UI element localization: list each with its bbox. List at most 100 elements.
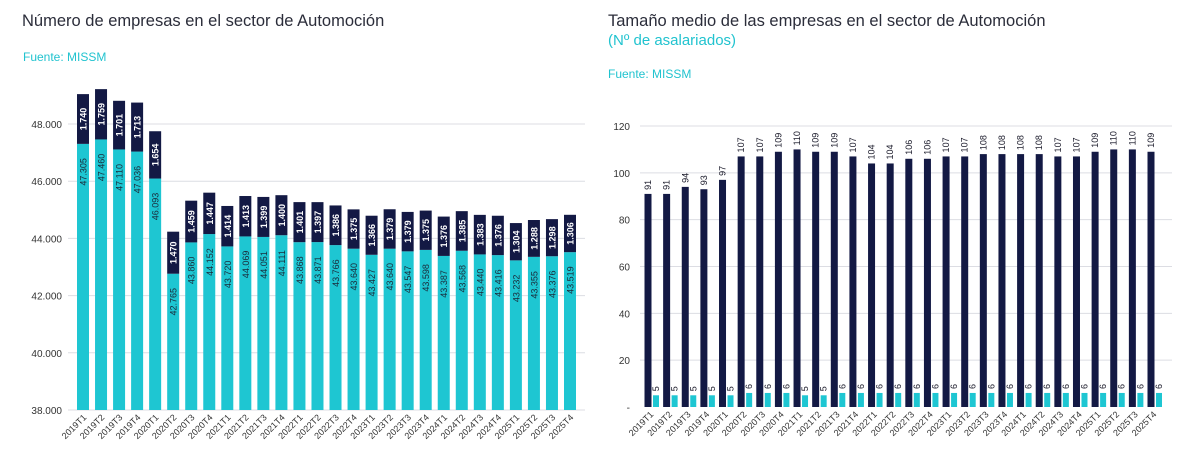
- bar-series-1: [756, 156, 764, 407]
- data-label-base: 43.376: [547, 270, 557, 298]
- bar-base: [545, 256, 558, 410]
- bar-series-2: [988, 392, 995, 407]
- y-tick-label: 40: [619, 309, 631, 320]
- data-label-base: 43.640: [385, 263, 395, 291]
- data-label-series-1: 107: [1053, 137, 1063, 152]
- data-label-top: 1.397: [313, 211, 323, 234]
- bar-top: [491, 215, 504, 256]
- bar-base: [149, 178, 162, 410]
- bar-base: [167, 273, 180, 410]
- data-label-base: 43.640: [349, 263, 359, 291]
- data-label-top: 1.366: [367, 224, 377, 247]
- data-label-series-2: 6: [968, 384, 978, 389]
- data-label-series-2: 6: [912, 384, 922, 389]
- data-label-top: 1.385: [457, 220, 467, 243]
- bar-top: [437, 216, 450, 256]
- data-label-base: 43.519: [566, 266, 576, 294]
- left-chart-title: Número de empresas en el sector de Autom…: [22, 12, 385, 30]
- bar-series-2: [690, 395, 697, 407]
- bar-series-2: [764, 392, 771, 407]
- data-label-base: 43.232: [511, 275, 521, 303]
- data-label-base: 43.387: [439, 270, 449, 298]
- data-label-series-1: 107: [941, 137, 951, 152]
- data-label-series-1: 104: [885, 144, 895, 159]
- bar-base: [221, 246, 234, 410]
- data-label-series-1: 108: [997, 135, 1007, 150]
- data-label-series-2: 6: [1117, 384, 1127, 389]
- bar-series-2: [783, 392, 790, 407]
- bar-base: [509, 260, 522, 410]
- bar-series-1: [998, 154, 1006, 407]
- data-label-top: 1.375: [421, 219, 431, 242]
- bar-series-2: [951, 392, 958, 407]
- bar-top: [257, 196, 270, 237]
- data-label-series-1: 94: [680, 173, 690, 183]
- bar-series-2: [1137, 392, 1144, 407]
- bar-top: [113, 100, 126, 150]
- data-label-series-1: 91: [662, 180, 672, 190]
- bar-top: [167, 231, 180, 274]
- data-label-top: 1.379: [385, 218, 395, 241]
- data-label-top: 1.386: [331, 214, 341, 237]
- bar-series-1: [700, 189, 708, 407]
- bar-series-2: [1006, 392, 1013, 407]
- bar-series-2: [1081, 392, 1088, 407]
- bar-top: [383, 209, 396, 249]
- bar-base: [455, 250, 468, 410]
- bar-base: [473, 254, 486, 410]
- data-label-series-2: 6: [1042, 384, 1052, 389]
- bar-series-1: [719, 179, 727, 407]
- bar-series-1: [1110, 149, 1118, 407]
- bar-series-1: [979, 154, 987, 407]
- data-label-top: 1.375: [349, 218, 359, 241]
- data-label-series-2: 6: [949, 384, 959, 389]
- bar-series-2: [895, 392, 902, 407]
- bar-series-2: [708, 395, 715, 407]
- y-tick-label: 40.000: [31, 349, 62, 360]
- bar-series-2: [727, 395, 734, 407]
- bar-base: [491, 255, 504, 410]
- data-label-series-2: 5: [670, 386, 680, 391]
- data-label-series-1: 110: [792, 131, 802, 145]
- data-label-series-2: 6: [744, 384, 754, 389]
- y-tick-label: 48.000: [31, 120, 62, 131]
- data-label-series-1: 108: [1016, 135, 1026, 150]
- data-label-series-1: 109: [1090, 133, 1100, 148]
- bar-base: [564, 252, 576, 410]
- y-tick-label: -: [627, 403, 630, 414]
- bar-top: [77, 94, 89, 144]
- data-label-series-2: 6: [930, 384, 940, 389]
- bar-series-1: [774, 151, 782, 407]
- data-label-base: 47.110: [115, 164, 125, 191]
- data-label-series-1: 107: [960, 137, 970, 152]
- bar-series-1: [923, 158, 931, 407]
- data-label-top: 1.376: [439, 225, 449, 248]
- data-label-base: 43.860: [187, 257, 197, 285]
- bar-series-2: [913, 392, 920, 407]
- data-label-series-2: 5: [800, 386, 810, 391]
- data-label-base: 47.305: [79, 158, 89, 186]
- data-label-series-2: 5: [707, 386, 717, 391]
- bar-series-1: [737, 156, 745, 407]
- bar-top: [203, 192, 216, 235]
- data-label-top: 1.401: [295, 211, 305, 234]
- bar-base: [437, 255, 450, 410]
- bar-series-2: [653, 395, 659, 407]
- data-label-base: 44.051: [259, 251, 269, 279]
- data-label-base: 43.547: [403, 266, 413, 294]
- data-label-series-1: 106: [904, 140, 914, 155]
- data-label-series-1: 109: [811, 133, 821, 148]
- bar-series-2: [746, 392, 753, 407]
- bar-top: [545, 219, 558, 257]
- data-label-base: 43.568: [457, 265, 467, 293]
- data-label-series-1: 104: [867, 144, 877, 159]
- data-label-base: 43.427: [367, 269, 377, 297]
- data-label-base: 47.036: [133, 166, 143, 194]
- data-label-series-1: 109: [829, 133, 839, 148]
- data-label-base: 43.720: [223, 261, 233, 289]
- bar-series-1: [868, 163, 876, 407]
- data-label-base: 43.440: [475, 269, 485, 297]
- bar-top: [365, 215, 378, 255]
- bar-top: [473, 214, 486, 255]
